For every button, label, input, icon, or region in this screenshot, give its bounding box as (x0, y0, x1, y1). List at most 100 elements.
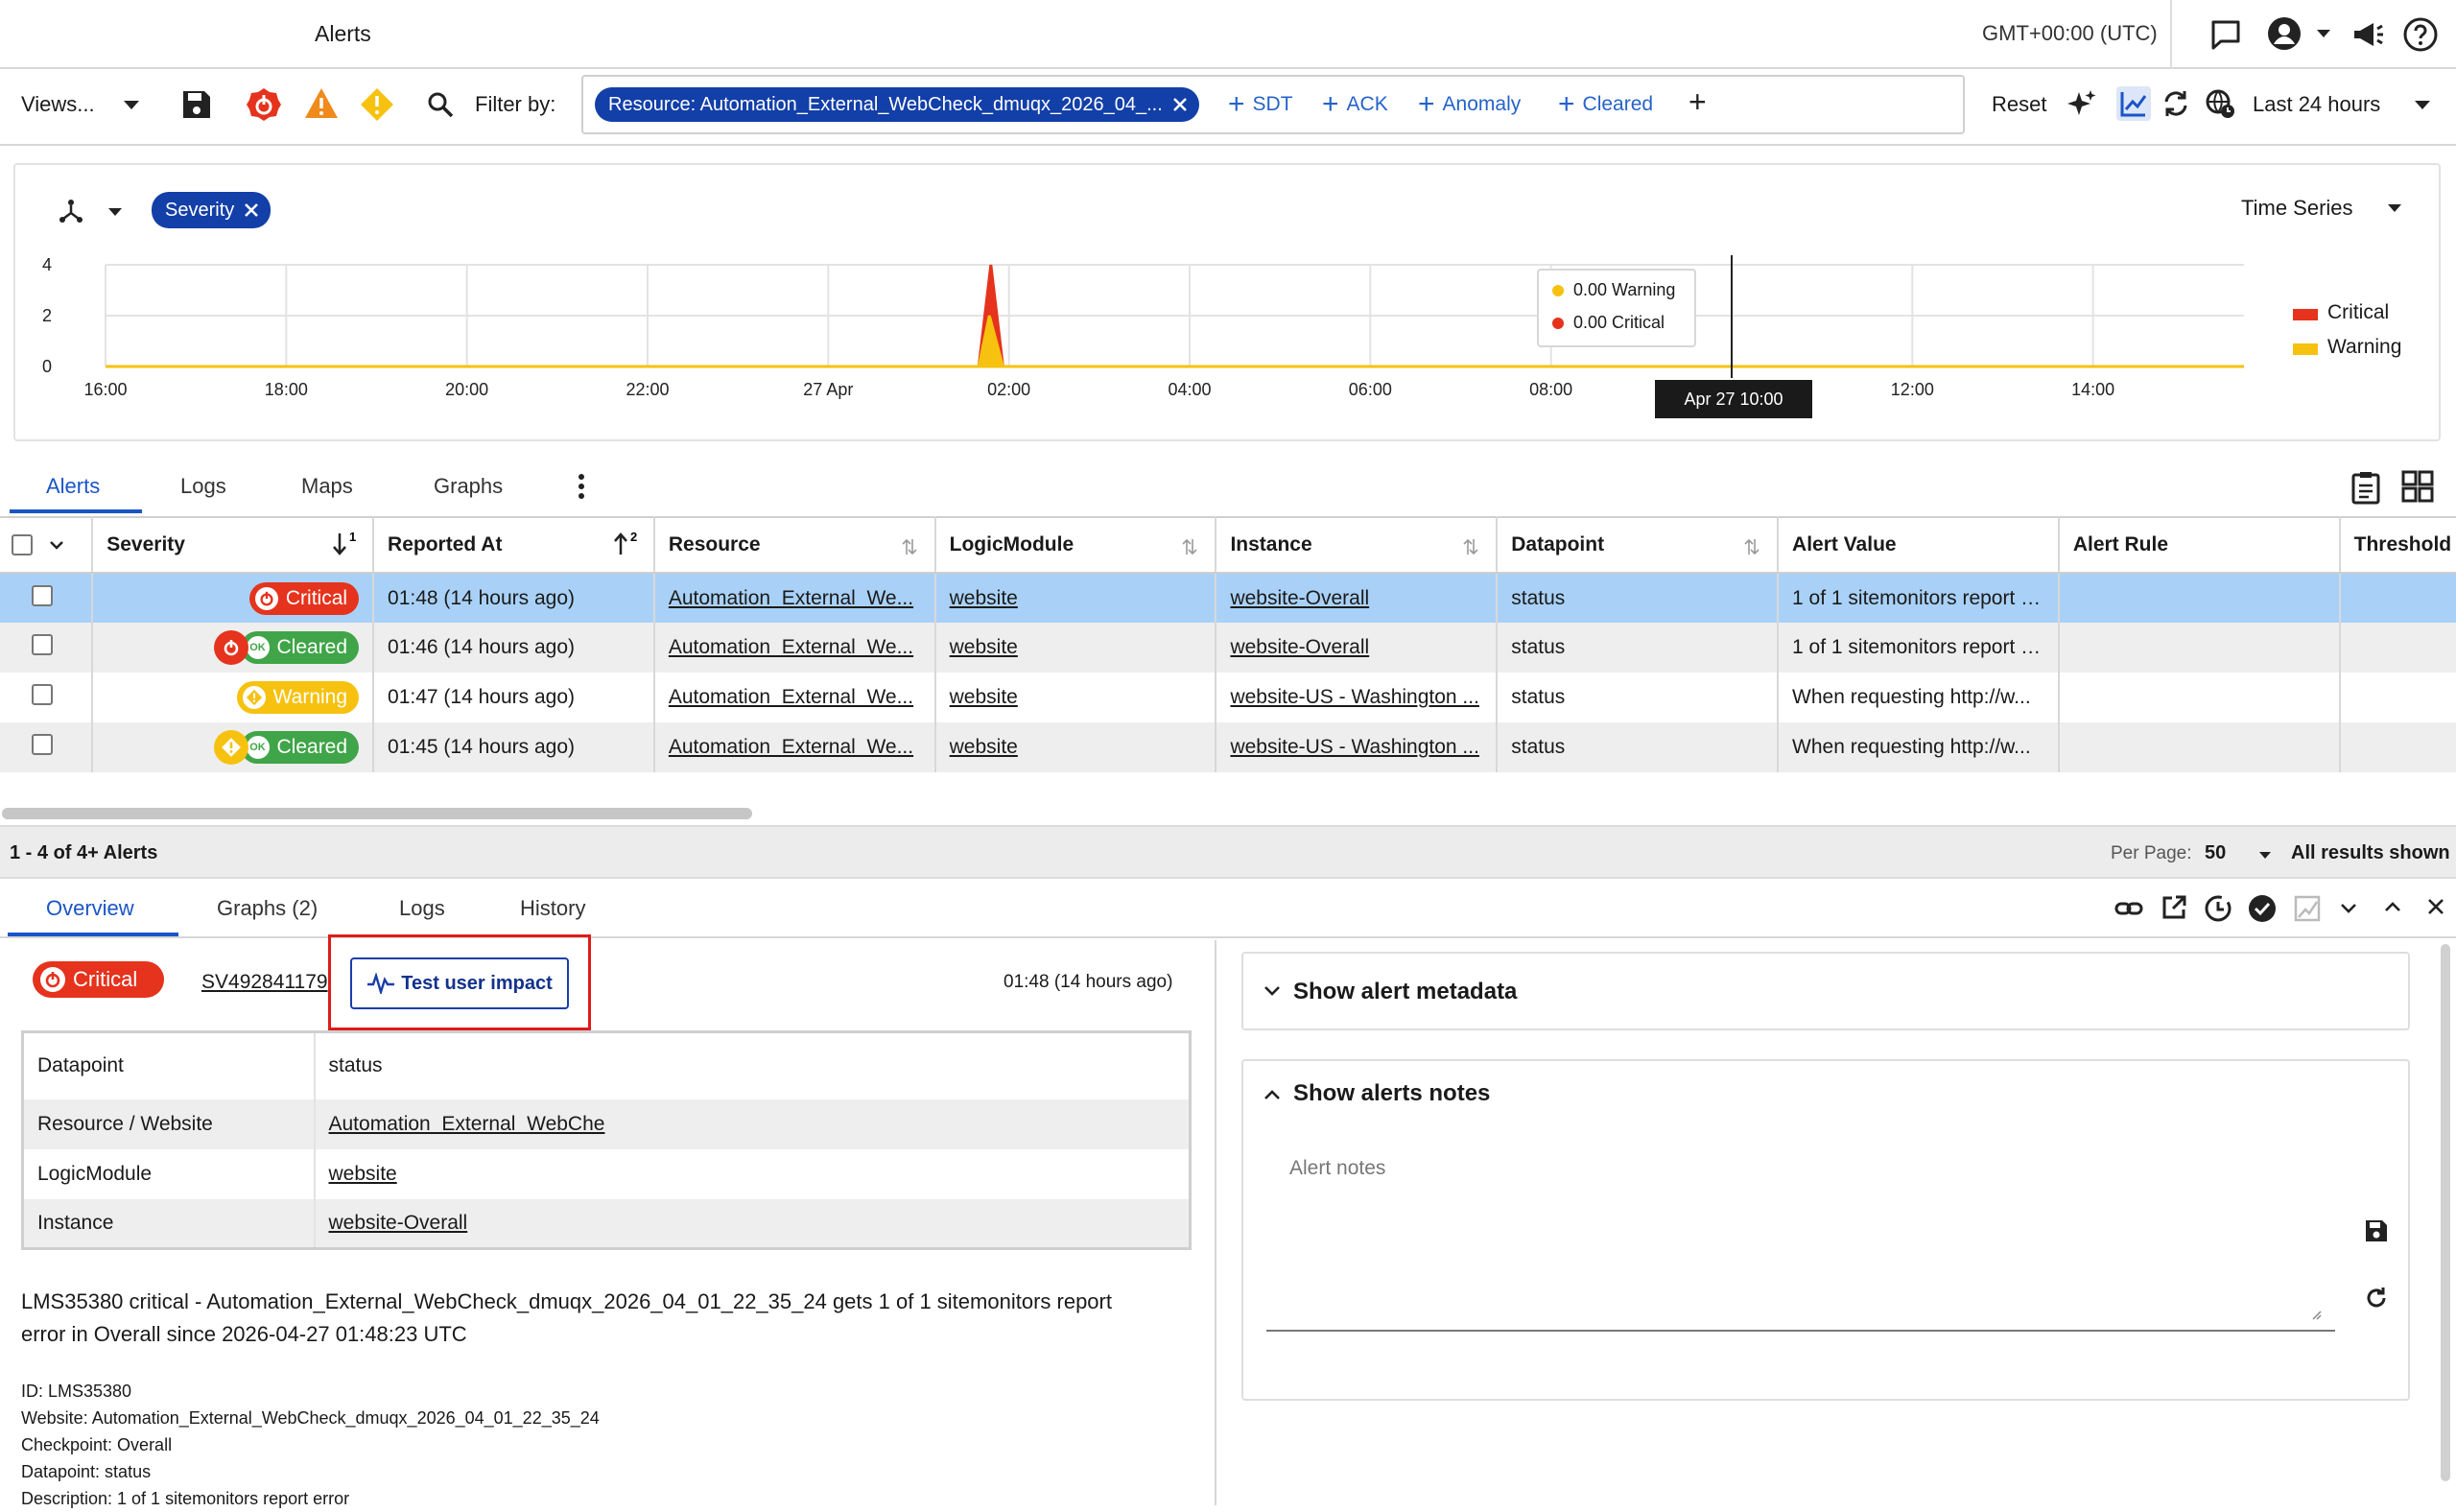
add-anomaly-filter[interactable]: + Anomaly (1418, 88, 1522, 120)
instance-link[interactable]: website-US - Washington ... (1230, 736, 1479, 758)
user-avatar-icon[interactable] (2266, 15, 2302, 52)
row-checkbox[interactable] (31, 734, 53, 755)
tab-logs[interactable]: Logs (180, 474, 226, 498)
column-reported-at[interactable]: Reported At 2 (373, 516, 655, 574)
property-value-text[interactable]: website-Overall (328, 1211, 468, 1234)
sort-icon[interactable] (1744, 537, 1759, 556)
row-checkbox[interactable] (31, 634, 53, 655)
chevron-down-icon[interactable] (2387, 203, 2402, 213)
severity-group-chip[interactable]: Severity (152, 192, 272, 228)
chevron-up-icon[interactable] (1264, 1090, 1280, 1099)
chart-toggle-icon[interactable] (2116, 86, 2151, 121)
property-value-text[interactable]: website (328, 1162, 397, 1185)
tab-graphs[interactable]: Graphs (434, 474, 504, 498)
link-icon[interactable] (2114, 896, 2143, 921)
add-filter-button[interactable]: + (1688, 84, 1707, 119)
tab-overview[interactable]: Overview (46, 896, 134, 920)
chevron-down-icon[interactable] (49, 541, 63, 550)
resize-handle-icon[interactable] (2310, 1309, 2322, 1320)
add-ack-filter[interactable]: + ACK (1322, 88, 1388, 120)
add-sdt-filter[interactable]: + SDT (1228, 88, 1293, 120)
megaphone-icon[interactable] (2350, 17, 2385, 52)
add-cleared-filter[interactable]: + Cleared (1558, 88, 1654, 120)
sort-icon[interactable] (902, 537, 917, 556)
critical-filter-icon[interactable] (246, 86, 282, 123)
instance-link[interactable]: website-Overall (1230, 586, 1370, 609)
resource-filter-chip[interactable]: Resource: Automation_External_WebCheck_d… (595, 87, 1199, 122)
chevron-down-icon[interactable] (2316, 29, 2331, 38)
metadata-title[interactable]: Show alert metadata (1293, 979, 1518, 1004)
chevron-down-icon[interactable] (123, 100, 140, 110)
resource-link[interactable]: Automation_External_We... (668, 736, 914, 758)
search-icon[interactable] (426, 90, 455, 119)
legend-warning[interactable]: Warning (2327, 336, 2402, 358)
more-options-icon[interactable] (576, 472, 587, 501)
column-severity[interactable]: Severity 1 (92, 516, 375, 574)
table-row[interactable]: OK Cleared 01:46 (14 hours ago) Automation_… (0, 623, 2456, 673)
legend-critical[interactable]: Critical (2327, 301, 2390, 323)
column-resource[interactable]: Resource (653, 516, 936, 574)
error-filter-icon[interactable] (303, 86, 340, 121)
test-user-impact-button[interactable]: Test user impact (350, 957, 569, 1009)
help-icon[interactable] (2402, 16, 2439, 53)
schedule-downtime-icon[interactable] (2203, 893, 2233, 924)
horizontal-scrollbar[interactable] (2, 808, 752, 819)
table-row[interactable]: Warning 01:47 (14 hours ago) Automation_Ex… (0, 673, 2456, 722)
table-row[interactable]: OK Cleared 01:45 (14 hours ago) Automation_… (0, 722, 2456, 772)
escalation-icon[interactable] (2293, 894, 2322, 923)
column-alert-rule[interactable]: Alert Rule (2058, 516, 2341, 574)
alert-id-link[interactable]: SV492841179 (201, 971, 328, 993)
resource-link[interactable]: Automation_External_We... (668, 686, 914, 708)
tab-detail-logs[interactable]: Logs (399, 896, 445, 920)
acknowledge-icon[interactable] (2248, 894, 2277, 923)
layout-grid-icon[interactable] (2401, 470, 2434, 503)
timezone-label[interactable]: GMT+00:00 (UTC) (1982, 21, 2158, 45)
row-checkbox[interactable] (31, 684, 53, 705)
sort-icon[interactable] (1182, 537, 1198, 556)
refresh-notes-icon[interactable] (2364, 1286, 2389, 1311)
select-all-header[interactable] (0, 516, 94, 574)
column-threshold[interactable]: Threshold (2339, 516, 2456, 574)
logicmodule-link[interactable]: website (949, 636, 1018, 658)
view-type-selector[interactable]: Time Series (2241, 196, 2353, 220)
logicmodule-link[interactable]: website (949, 736, 1018, 758)
logicmodule-link[interactable]: website (949, 586, 1018, 609)
tab-detail-graphs[interactable]: Graphs (2) (217, 896, 319, 920)
close-icon[interactable] (1172, 97, 1188, 112)
filter-input[interactable]: Resource: Automation_External_WebCheck_d… (581, 75, 1965, 134)
chevron-down-icon[interactable] (2258, 851, 2272, 860)
tab-history[interactable]: History (520, 896, 586, 920)
ai-sparkle-icon[interactable] (2066, 88, 2097, 119)
sort-desc-icon[interactable]: 1 (330, 530, 359, 558)
property-value-text[interactable]: Automation_External_WebChe (328, 1112, 605, 1135)
column-alert-value[interactable]: Alert Value (1778, 516, 2060, 574)
group-by-icon[interactable] (58, 198, 84, 224)
per-page-select[interactable]: 50 (2205, 842, 2227, 863)
chevron-down-icon[interactable] (1264, 986, 1280, 996)
open-external-icon[interactable] (2161, 894, 2187, 921)
instance-link[interactable]: website-Overall (1230, 636, 1370, 658)
chat-icon[interactable] (2208, 17, 2243, 52)
row-checkbox[interactable] (31, 584, 53, 606)
clipboard-icon[interactable] (2350, 470, 2381, 505)
warning-filter-icon[interactable] (359, 86, 395, 123)
vertical-scrollbar[interactable] (2441, 944, 2450, 1481)
save-notes-icon[interactable] (2364, 1218, 2389, 1243)
resource-link[interactable]: Automation_External_We... (668, 586, 914, 609)
save-icon[interactable] (180, 88, 213, 121)
close-icon[interactable] (244, 202, 259, 218)
time-globe-icon[interactable] (2205, 88, 2235, 119)
refresh-icon[interactable] (2161, 88, 2191, 119)
notes-title[interactable]: Show alerts notes (1293, 1080, 1491, 1106)
chevron-down-icon[interactable] (107, 207, 123, 217)
sort-icon[interactable] (1463, 537, 1478, 556)
tab-maps[interactable]: Maps (301, 474, 353, 498)
resource-link[interactable]: Automation_External_We... (668, 636, 914, 658)
chevron-down-icon[interactable] (2414, 100, 2431, 110)
reset-button[interactable]: Reset (1992, 92, 2047, 116)
chevron-down-icon[interactable] (2341, 904, 2356, 913)
column-datapoint[interactable]: Datapoint (1497, 516, 1780, 574)
column-instance[interactable]: Instance (1216, 516, 1499, 574)
select-all-checkbox[interactable] (12, 534, 33, 556)
logicmodule-link[interactable]: website (949, 686, 1018, 708)
